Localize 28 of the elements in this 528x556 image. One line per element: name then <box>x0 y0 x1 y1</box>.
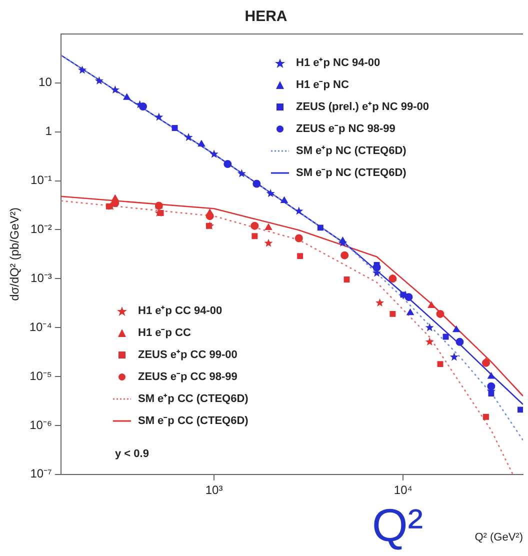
y-tick-label: 10⁻³ <box>30 270 52 285</box>
legend-label: H1 e⁻p CC <box>137 326 192 341</box>
legend-label: H1 e⁻p NC <box>295 78 350 93</box>
annotation: y < 0.9 <box>115 448 149 460</box>
legend-label: ZEUS e⁻p CC 98-99 <box>137 370 238 385</box>
legend-label: SM e⁻p NC (CTEQ6D) <box>295 166 408 181</box>
y-tick-label: 1 <box>45 124 52 138</box>
y-axis-title: dσ/dQ² (pb/GeV²) <box>8 207 22 301</box>
x-tick-label: 10³ <box>205 482 223 497</box>
chart-title: HERA <box>244 8 288 26</box>
y-tick-label: 10⁻² <box>30 222 52 236</box>
legend-label: SM e⁻p CC (CTEQ6D) <box>137 414 248 429</box>
legend-label: H1 e⁺p CC 94-00 <box>137 304 224 319</box>
y-tick-label: 10⁻¹ <box>30 173 52 188</box>
x-tick-label: 10⁴ <box>394 482 412 497</box>
y-tick-label: 10⁻⁵ <box>30 368 52 383</box>
x-axis-title: Q² (GeV²) <box>474 531 523 544</box>
legend-label: ZEUS e⁺p CC 99-00 <box>137 348 238 363</box>
legend-label: SM e⁺p NC (CTEQ6D) <box>295 144 408 159</box>
legend-label: ZEUS (prel.) e⁺p NC 99-00 <box>295 100 429 115</box>
legend-label: ZEUS e⁻p NC 98-99 <box>295 122 396 137</box>
y-tick-label: 10⁻⁷ <box>30 466 52 481</box>
legend-label: SM e⁺p CC (CTEQ6D) <box>137 392 248 407</box>
legend-label: H1 e⁺p NC 94-00 <box>295 56 382 71</box>
text: Q² <box>372 499 424 551</box>
y-tick-label: 10⁻⁴ <box>29 320 52 334</box>
y-tick-label: 10 <box>38 75 52 90</box>
y-tick-label: 10⁻⁶ <box>30 418 52 432</box>
